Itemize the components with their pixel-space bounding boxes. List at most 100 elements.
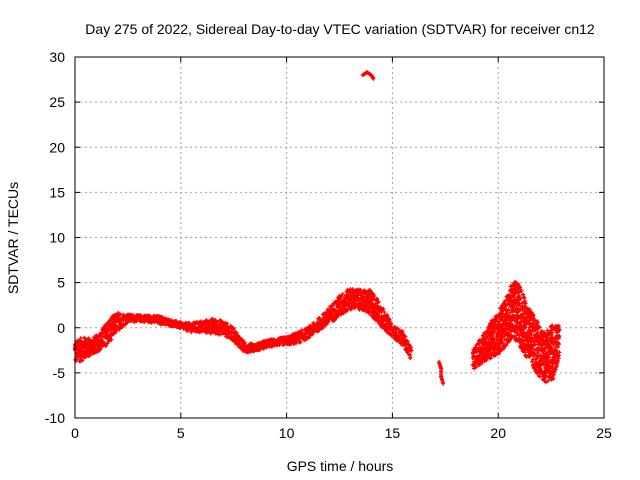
data-point	[530, 346, 535, 351]
data-point	[385, 313, 390, 318]
data-point	[545, 340, 550, 345]
data-point	[339, 294, 344, 299]
data-point	[110, 333, 114, 338]
data-point	[107, 339, 111, 344]
data-point	[533, 348, 537, 353]
y-tick-label: -5	[53, 365, 66, 381]
data-point	[376, 299, 381, 304]
data-point	[504, 343, 509, 348]
data-point	[535, 354, 540, 359]
data-point	[473, 364, 478, 369]
data-point	[497, 351, 501, 356]
y-tick-label: 10	[49, 230, 65, 246]
data-point	[557, 327, 562, 332]
y-tick-label: 5	[57, 275, 65, 291]
data-point	[518, 296, 523, 301]
data-point	[215, 319, 220, 324]
data-point	[546, 355, 551, 360]
data-point	[530, 344, 534, 349]
data-point	[230, 330, 235, 335]
x-tick-label: 0	[71, 425, 79, 441]
data-point	[294, 341, 299, 346]
y-tick-label: 25	[49, 94, 65, 110]
data-point	[366, 293, 371, 298]
data-point	[557, 334, 562, 338]
data-point	[322, 324, 327, 328]
data-point	[550, 330, 555, 335]
data-point	[371, 76, 376, 81]
data-point	[218, 332, 223, 337]
y-tick-label: 30	[49, 49, 65, 65]
data-point	[360, 300, 365, 305]
x-tick-label: 20	[490, 425, 506, 441]
y-axis-title: SDTVAR / TECUs	[5, 182, 21, 294]
data-point	[536, 350, 541, 355]
data-point	[535, 330, 540, 335]
data-point	[231, 326, 236, 331]
y-tick-label: 20	[49, 139, 65, 155]
data-point	[537, 325, 542, 330]
data-point	[506, 307, 511, 312]
data-point	[372, 294, 377, 299]
chart-title: Day 275 of 2022, Sidereal Day-to-day VTE…	[85, 21, 595, 37]
data-point	[357, 298, 361, 303]
data-point	[375, 296, 380, 301]
data-point	[535, 321, 540, 326]
data-point	[104, 324, 109, 328]
data-point	[556, 324, 560, 329]
data-point	[340, 292, 345, 297]
data-point	[523, 301, 528, 306]
data-point	[507, 332, 512, 336]
data-point	[408, 355, 413, 360]
data-point	[555, 345, 560, 350]
data-point	[298, 340, 303, 345]
data-point	[92, 345, 97, 350]
data-point	[556, 323, 561, 328]
x-tick-label: 25	[596, 425, 612, 441]
data-point	[490, 333, 495, 338]
data-point	[483, 337, 488, 342]
data-point	[363, 307, 367, 312]
x-tick-label: 5	[177, 425, 185, 441]
data-point	[382, 310, 387, 315]
data-point	[78, 336, 83, 341]
data-point	[556, 359, 560, 364]
data-series	[72, 70, 562, 386]
data-point	[507, 338, 512, 343]
y-tick-label: 15	[49, 184, 65, 200]
data-point	[500, 340, 505, 345]
data-point	[555, 361, 560, 366]
data-point	[484, 357, 489, 362]
data-point	[557, 350, 562, 355]
data-point	[535, 371, 540, 376]
data-point	[381, 306, 386, 311]
data-point	[529, 332, 534, 337]
data-point	[554, 349, 559, 354]
data-point	[403, 334, 408, 339]
data-point	[499, 348, 504, 353]
x-axis-title: GPS time / hours	[287, 458, 394, 474]
data-point	[249, 341, 254, 346]
data-point	[554, 365, 559, 370]
data-point	[551, 376, 556, 381]
data-point	[493, 329, 498, 334]
y-tick-label: -10	[45, 410, 65, 426]
data-point	[403, 343, 408, 348]
data-point	[341, 311, 346, 315]
y-tick-label: 0	[57, 320, 65, 336]
data-point	[77, 338, 82, 343]
data-point	[396, 327, 401, 332]
data-point	[532, 318, 537, 323]
data-point	[503, 298, 508, 303]
axis-ticks: 0 5 10 15 20 25 -10 -5 0 5 10 15 20 25 30	[45, 49, 612, 441]
data-point	[98, 347, 103, 352]
data-point	[109, 337, 114, 342]
x-tick-label: 15	[385, 425, 401, 441]
data-point	[557, 342, 561, 347]
data-point	[546, 378, 550, 383]
data-point	[481, 338, 486, 343]
data-point	[519, 289, 524, 293]
data-point	[533, 352, 538, 356]
